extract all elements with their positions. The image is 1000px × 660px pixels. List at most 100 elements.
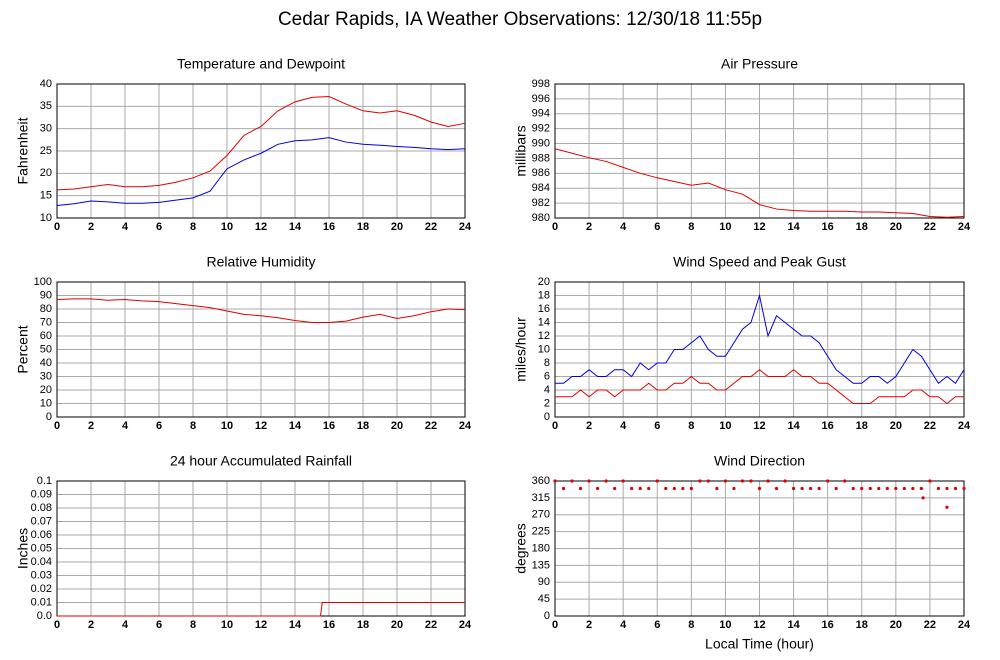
data-point	[664, 486, 668, 491]
data-point	[766, 479, 770, 483]
data-line	[555, 369, 964, 405]
y-tick-label: 90	[40, 289, 52, 301]
x-tick-label: 14	[289, 221, 302, 233]
data-point	[553, 479, 557, 483]
x-tick-label: 20	[391, 619, 403, 631]
subplot-title: Air Pressure	[721, 56, 798, 72]
y-tick-label: 0	[544, 610, 550, 622]
data-point	[843, 479, 847, 483]
data-point	[596, 486, 600, 491]
x-tick-label: 8	[688, 420, 694, 432]
plot-frame	[554, 480, 965, 617]
x-tick-label: 12	[753, 619, 765, 631]
x-tick-label: 20	[890, 619, 902, 631]
subplot-title: Wind Direction	[714, 453, 805, 469]
y-tick-label: 0.06	[31, 529, 52, 541]
y-tick-label: 20	[40, 167, 52, 179]
data-point	[689, 486, 693, 491]
y-tick-label: 40	[40, 78, 52, 90]
data-point	[919, 486, 923, 491]
x-tick-label: 16	[822, 420, 834, 432]
x-tick-label: 0	[552, 420, 558, 432]
x-tick-label: 18	[856, 420, 868, 432]
x-tick-label: 20	[890, 221, 902, 233]
y-tick-label: 10	[538, 343, 550, 355]
y-tick-label: 18	[538, 289, 550, 301]
y-tick-label: 180	[532, 542, 550, 554]
data-point	[749, 479, 753, 483]
x-tick-label: 24	[459, 420, 472, 432]
x-tick-label: 2	[88, 221, 94, 233]
y-tick-label: 20	[538, 276, 550, 288]
data-point	[783, 479, 787, 483]
subplot-title: Relative Humidity	[207, 254, 316, 270]
x-tick-label: 18	[856, 221, 868, 233]
data-point	[630, 486, 634, 491]
data-point	[638, 486, 642, 491]
x-tick-label: 22	[924, 420, 936, 432]
subplot-title: Temperature and Dewpoint	[177, 56, 345, 72]
y-tick-label: 15	[40, 190, 52, 202]
data-point	[953, 486, 958, 491]
x-tick-label: 22	[924, 619, 936, 631]
x-tick-label: 24	[958, 221, 971, 233]
data-point	[826, 479, 830, 483]
y-tick-label: 30	[40, 370, 52, 382]
data-point	[681, 486, 685, 491]
data-line	[57, 602, 465, 617]
y-tick-label: 90	[538, 576, 550, 588]
y-tick-label: 0.04	[31, 556, 52, 568]
x-tick-label: 16	[822, 619, 834, 631]
y-tick-label: 992	[532, 123, 550, 135]
data-point	[698, 479, 702, 483]
data-point	[945, 505, 949, 509]
plot-frame	[554, 83, 965, 219]
data-point	[613, 486, 617, 491]
x-tick-label: 0	[54, 619, 60, 631]
y-tick-label: 270	[532, 509, 550, 521]
y-tick-label: 16	[538, 303, 550, 315]
x-tick-label: 8	[190, 619, 196, 631]
y-tick-label: 0.07	[31, 515, 52, 527]
x-axis-label: Local Time (hour)	[705, 636, 814, 652]
data-point	[715, 486, 719, 491]
x-tick-label: 22	[425, 420, 437, 432]
y-tick-label: 10	[40, 212, 52, 224]
data-point	[921, 496, 925, 500]
y-tick-label: 0.05	[31, 542, 52, 554]
x-tick-label: 6	[156, 420, 162, 432]
y-tick-label: 0.02	[31, 583, 52, 595]
data-line	[56, 137, 466, 206]
data-point	[578, 486, 583, 491]
x-tick-label: 2	[586, 619, 592, 631]
x-tick-label: 16	[323, 619, 335, 631]
y-tick-label: 0.0	[37, 610, 52, 622]
x-tick-label: 2	[586, 221, 592, 233]
x-tick-label: 24	[459, 619, 472, 631]
data-point	[791, 486, 796, 491]
x-tick-label: 16	[323, 221, 335, 233]
data-point	[834, 486, 838, 491]
y-tick-label: 225	[532, 526, 550, 538]
data-point	[647, 486, 651, 491]
x-tick-label: 4	[620, 619, 627, 631]
data-line	[555, 293, 965, 384]
y-tick-label: 30	[40, 123, 52, 135]
data-point	[902, 486, 906, 491]
x-tick-label: 22	[425, 619, 437, 631]
plot-frame	[56, 83, 466, 219]
data-point	[945, 486, 949, 491]
y-tick-label: 50	[40, 343, 52, 355]
y-tick-label: 0	[544, 411, 550, 423]
y-tick-label: 45	[538, 593, 550, 605]
data-point	[740, 479, 745, 483]
data-point	[868, 486, 872, 491]
y-tick-label: 20	[40, 384, 52, 396]
x-tick-label: 24	[459, 221, 472, 233]
y-axis-label: degrees	[513, 523, 529, 574]
y-tick-label: 40	[40, 357, 52, 369]
x-tick-label: 6	[156, 619, 162, 631]
x-tick-label: 6	[654, 221, 660, 233]
